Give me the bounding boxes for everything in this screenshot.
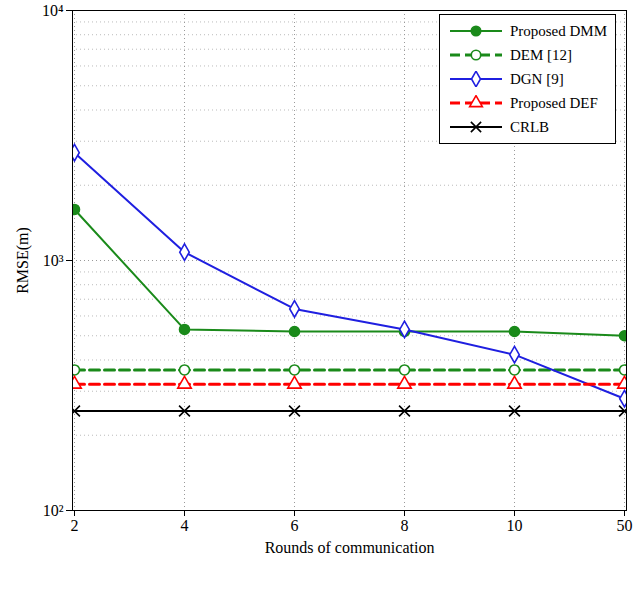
html-text:DGN [9]: DGN [9] — [509, 70, 564, 87]
svg-text:10²: 10² — [43, 502, 64, 519]
svg-text:8: 8 — [401, 517, 409, 534]
html-text:DEM [12]: DEM [12] — [509, 46, 572, 63]
svg-text:6: 6 — [291, 517, 299, 534]
svg-text:RMSE(m): RMSE(m) — [14, 227, 32, 294]
html-text:CRLB: CRLB — [509, 118, 550, 135]
svg-text:Rounds of communication: Rounds of communication — [265, 539, 435, 556]
html-text:Proposed DMM: Proposed DMM — [509, 22, 607, 39]
svg-text:10³: 10³ — [43, 252, 64, 269]
svg-text:50: 50 — [617, 517, 633, 534]
svg-text:2: 2 — [71, 517, 79, 534]
html-text:Proposed DEF: Proposed DEF — [509, 94, 598, 111]
svg-text:4: 4 — [181, 517, 189, 534]
svg-text:10: 10 — [507, 517, 523, 534]
svg-text:10⁴: 10⁴ — [42, 2, 64, 19]
